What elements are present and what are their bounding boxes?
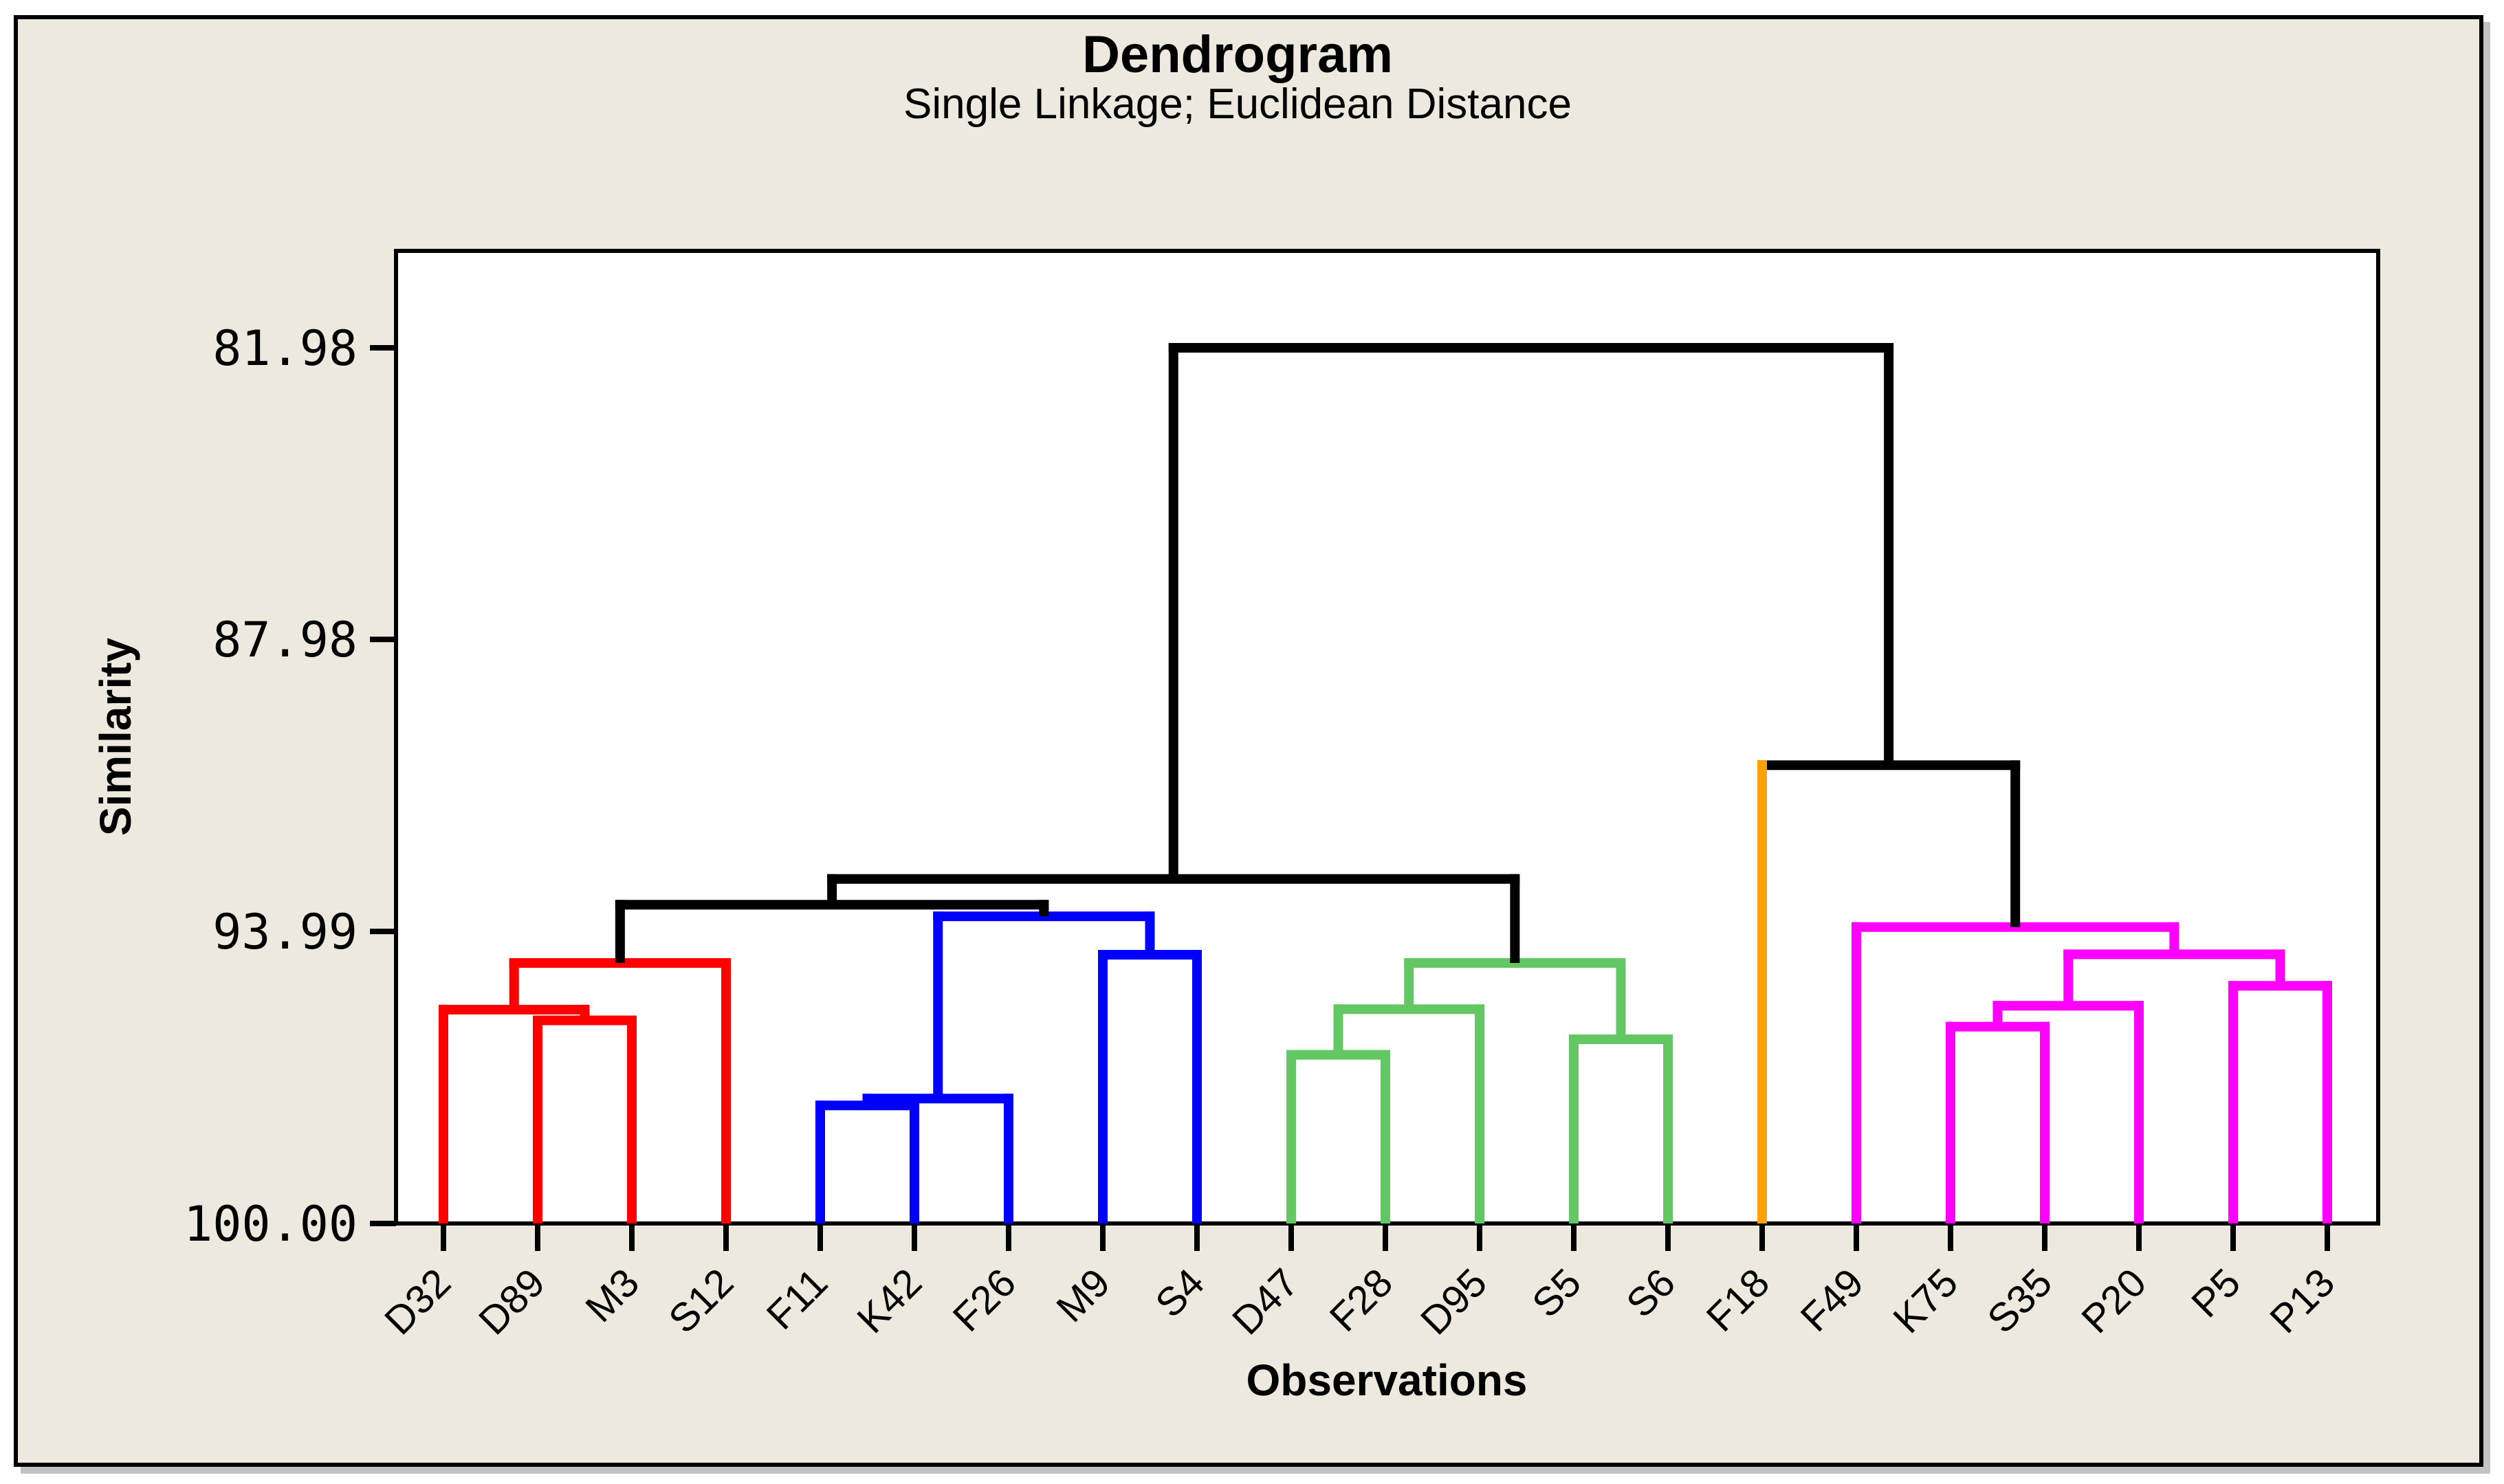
leaf-label-F18: F18 [1698,1260,1779,1340]
leaf-label-S4: S4 [1147,1260,1213,1326]
x-axis-title: Observations [1246,1355,1527,1405]
leaf-label-F49: F49 [1792,1260,1873,1340]
leaf-label-P5: P5 [2183,1260,2249,1326]
y-axis-ticks: 81.98 87.98 93.99 100.00 [184,320,396,1252]
leaf-label-S5: S5 [1524,1260,1590,1326]
leaf-label-D89: D89 [470,1260,553,1343]
y-tick-label-2: 93.99 [212,904,358,960]
leaf-label-S12: S12 [660,1260,742,1342]
x-axis-ticks: D32 D89 M3 S12 F11 K42 F26 M9 S4 D47 F28 D95 S5 S6 F18… [376,1223,2343,1343]
leaf-label-K42: K42 [848,1260,930,1342]
leaf-label-M3: M3 [577,1260,648,1331]
chart-subtitle: Single Linkage; Euclidean Distance [903,80,1572,128]
chart-title: Dendrogram [1082,25,1393,84]
y-axis-title: Similarity [91,638,140,837]
y-tick-label-1: 87.98 [212,612,358,668]
leaf-label-M9: M9 [1048,1260,1119,1331]
y-tick-label-3: 100.00 [184,1196,358,1252]
leaf-label-D47: D47 [1224,1260,1307,1343]
dendrogram-links [439,343,2332,1223]
leaf-label-F26: F26 [945,1260,1025,1340]
leaf-label-P13: P13 [2261,1260,2343,1342]
leaf-label-P20: P20 [2073,1260,2155,1342]
leaf-label-S6: S6 [1618,1260,1684,1326]
leaf-label-S35: S35 [1979,1260,2061,1342]
leaf-label-D32: D32 [376,1260,459,1343]
leaf-label-K75: K75 [1885,1260,1966,1342]
leaf-label-D95: D95 [1412,1260,1495,1343]
leaf-label-F28: F28 [1321,1260,1402,1340]
leaf-label-F11: F11 [758,1260,837,1338]
y-tick-label-0: 81.98 [212,320,358,377]
